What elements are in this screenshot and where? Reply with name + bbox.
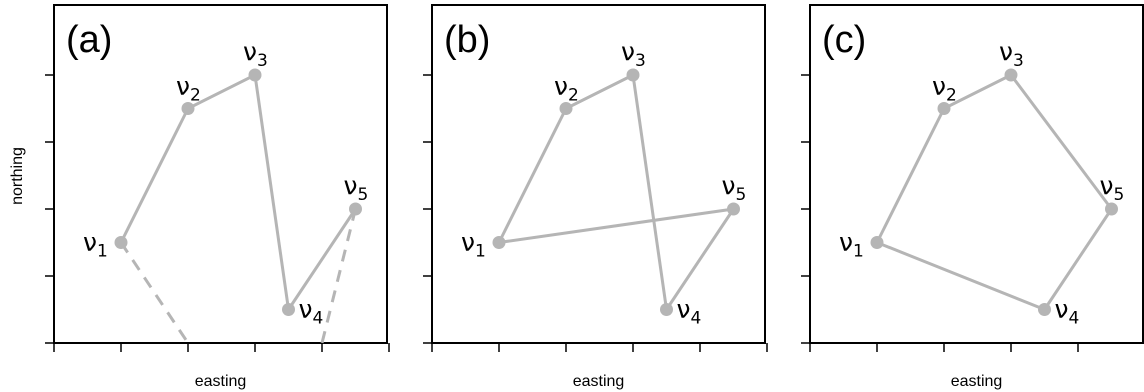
vertex-label-v3: ν3 — [243, 37, 268, 71]
edge — [631, 74, 668, 310]
vertex-label-v2: ν2 — [554, 72, 579, 106]
edge — [875, 107, 946, 244]
vertex-v4 — [660, 303, 673, 316]
edge — [498, 207, 734, 244]
vertex-v2 — [937, 102, 951, 115]
vertex-v1 — [870, 236, 884, 249]
edge — [665, 208, 735, 311]
vertex-v1 — [114, 236, 128, 249]
panel-label: (c) — [822, 19, 866, 61]
vertex-label-v5: ν5 — [722, 171, 747, 205]
vertex-label-v1: ν1 — [839, 228, 864, 262]
vertex-label-v5: ν5 — [1100, 171, 1125, 205]
vertex-label-v1: ν1 — [461, 228, 486, 262]
vertex-label-v3: ν3 — [621, 37, 646, 71]
vertex-label-v3: ν3 — [999, 37, 1024, 71]
x-axis-label: easting — [573, 373, 625, 390]
edge — [187, 73, 256, 110]
x-axis-label: easting — [195, 373, 247, 390]
panel-label: (a) — [66, 19, 112, 61]
vertex-label-v1: ν1 — [83, 228, 108, 262]
vertex-v2 — [181, 102, 195, 115]
plot-frame — [53, 4, 388, 344]
dashed-edge — [320, 208, 357, 344]
vertex-label-v4: ν4 — [677, 295, 702, 329]
vertex-v4 — [1038, 303, 1051, 316]
edge — [1009, 74, 1113, 210]
vertex-v5 — [1105, 202, 1118, 216]
vertex-label-v4: ν4 — [1055, 295, 1080, 329]
edge — [876, 241, 1046, 311]
vertex-v5 — [727, 202, 740, 216]
edge — [1043, 208, 1113, 311]
x-axis-label: easting — [951, 373, 1003, 390]
edge — [287, 208, 357, 311]
y-axis-label: northing — [9, 147, 26, 205]
edge — [943, 73, 1012, 110]
edge — [119, 107, 190, 244]
vertex-label-v2: ν2 — [932, 72, 957, 106]
vertex-label-v4: ν4 — [299, 295, 324, 329]
vertex-v3 — [1004, 68, 1018, 82]
vertex-v2 — [559, 102, 573, 115]
vertex-v3 — [248, 68, 262, 82]
dashed-edge — [119, 241, 190, 344]
vertex-v1 — [492, 236, 506, 249]
edge — [253, 74, 290, 310]
vertex-v5 — [349, 202, 362, 216]
vertex-label-v5: ν5 — [344, 171, 369, 205]
panel-label: (b) — [444, 19, 490, 61]
plot-frame — [809, 4, 1144, 344]
panel-b: easting (b) ν1 ν2 ν3 ν4 ν5 — [423, 4, 768, 390]
vertex-v4 — [282, 303, 295, 316]
vertex-v3 — [626, 68, 640, 82]
panel-a: easting (a) ν1 ν2 ν3 ν4 ν5 — [45, 4, 390, 390]
panel-c: easting (c) ν1 ν2 ν3 ν4 ν5 — [801, 4, 1144, 390]
vertex-label-v2: ν2 — [176, 72, 201, 106]
plot-frame — [431, 4, 766, 344]
edge — [565, 73, 634, 110]
edge — [497, 107, 568, 244]
